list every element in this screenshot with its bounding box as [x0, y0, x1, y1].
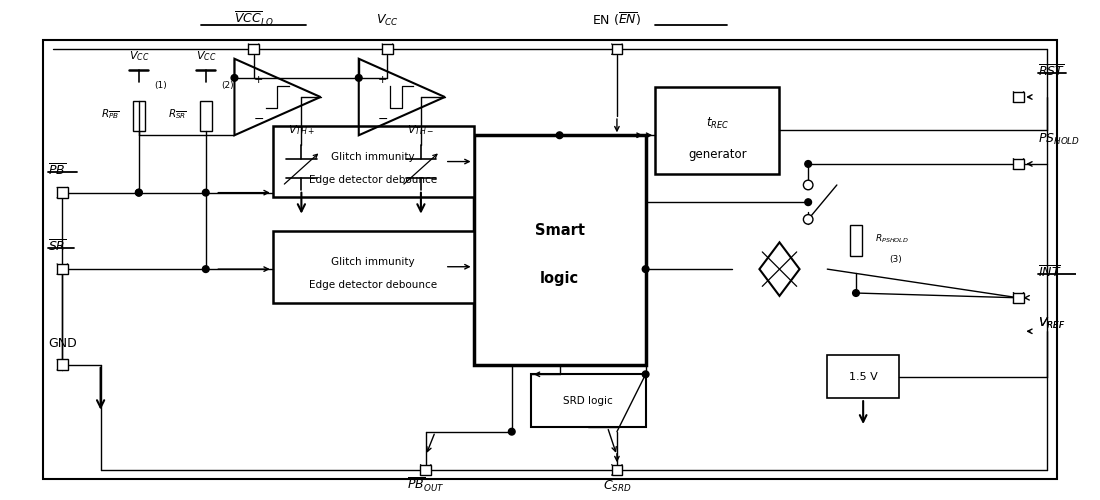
Bar: [273, 126, 473, 198]
Text: $V_{CC}$: $V_{CC}$: [376, 13, 399, 28]
Circle shape: [231, 74, 238, 81]
Bar: [1013, 92, 1024, 102]
Text: 1.5 V: 1.5 V: [849, 372, 878, 382]
Text: $R_{PSHOLD}$: $R_{PSHOLD}$: [876, 232, 909, 245]
Circle shape: [805, 199, 812, 205]
Text: +: +: [254, 75, 263, 85]
Text: $-$: $-$: [377, 112, 388, 124]
Bar: [612, 44, 623, 54]
Bar: [1013, 292, 1024, 303]
Text: Edge detector debounce: Edge detector debounce: [309, 280, 437, 290]
Text: $R_{\overline{SR}}$: $R_{\overline{SR}}$: [168, 108, 187, 121]
Circle shape: [557, 132, 563, 138]
Bar: [827, 355, 899, 398]
Circle shape: [202, 266, 209, 272]
Text: $\overline{PB}$: $\overline{PB}$: [48, 163, 66, 178]
Text: Smart: Smart: [535, 224, 584, 238]
Circle shape: [508, 428, 515, 435]
Bar: [612, 464, 623, 475]
Text: $V_{CC}$: $V_{CC}$: [129, 49, 150, 62]
Text: logic: logic: [540, 271, 579, 286]
Bar: [57, 188, 67, 198]
Circle shape: [642, 266, 649, 272]
Circle shape: [805, 160, 812, 168]
Text: +: +: [378, 75, 387, 85]
Text: $\overline{SR}$: $\overline{SR}$: [48, 240, 67, 255]
Text: (2): (2): [221, 81, 233, 90]
Text: $V_{CC}$: $V_{CC}$: [196, 49, 216, 62]
Bar: [850, 225, 862, 256]
Bar: [473, 136, 646, 364]
Bar: [57, 360, 67, 370]
Bar: [531, 374, 646, 427]
Text: $\overline{RST}$: $\overline{RST}$: [1037, 64, 1065, 80]
Text: $\overline{VCC}_{LO}$: $\overline{VCC}_{LO}$: [234, 10, 273, 28]
Bar: [420, 464, 431, 475]
Text: (3): (3): [890, 255, 902, 264]
Text: generator: generator: [688, 148, 747, 161]
Bar: [57, 264, 67, 274]
Bar: [273, 231, 473, 302]
Bar: [382, 44, 393, 54]
Text: Edge detector debounce: Edge detector debounce: [309, 175, 437, 185]
Bar: [249, 44, 258, 54]
Text: $V_{TH-}$: $V_{TH-}$: [407, 124, 434, 137]
Text: $V_{REF}$: $V_{REF}$: [1037, 316, 1065, 332]
Bar: [656, 88, 780, 174]
Circle shape: [852, 290, 859, 296]
Text: $R_{\overline{PB}}$: $R_{\overline{PB}}$: [101, 108, 120, 121]
Bar: [133, 101, 145, 132]
Text: $\overline{PB}_{OUT}$: $\overline{PB}_{OUT}$: [407, 476, 444, 494]
Circle shape: [355, 74, 362, 81]
Circle shape: [803, 214, 813, 224]
Text: $PS_{HOLD}$: $PS_{HOLD}$: [1037, 132, 1080, 146]
Bar: [199, 101, 212, 132]
Text: $-$: $-$: [253, 112, 264, 124]
Circle shape: [135, 190, 142, 196]
Text: GND: GND: [48, 338, 77, 350]
Text: $t_{REC}$: $t_{REC}$: [706, 116, 729, 132]
Circle shape: [135, 190, 142, 196]
Text: Glitch immunity: Glitch immunity: [331, 258, 415, 268]
Circle shape: [202, 190, 209, 196]
Text: $V_{REF}$: $V_{REF}$: [1037, 316, 1065, 332]
Bar: [43, 40, 1057, 480]
Text: Glitch immunity: Glitch immunity: [331, 152, 415, 162]
Circle shape: [642, 371, 649, 378]
Text: $\overline{INT}$: $\overline{INT}$: [1037, 265, 1062, 280]
Text: (1): (1): [154, 81, 167, 90]
Circle shape: [803, 180, 813, 190]
Text: EN ($\overline{EN}$): EN ($\overline{EN}$): [593, 11, 641, 28]
Bar: [1013, 158, 1024, 169]
Text: $V_{TH+}$: $V_{TH+}$: [288, 124, 315, 137]
Text: $C_{SRD}$: $C_{SRD}$: [603, 478, 631, 494]
Text: SRD logic: SRD logic: [563, 396, 613, 406]
